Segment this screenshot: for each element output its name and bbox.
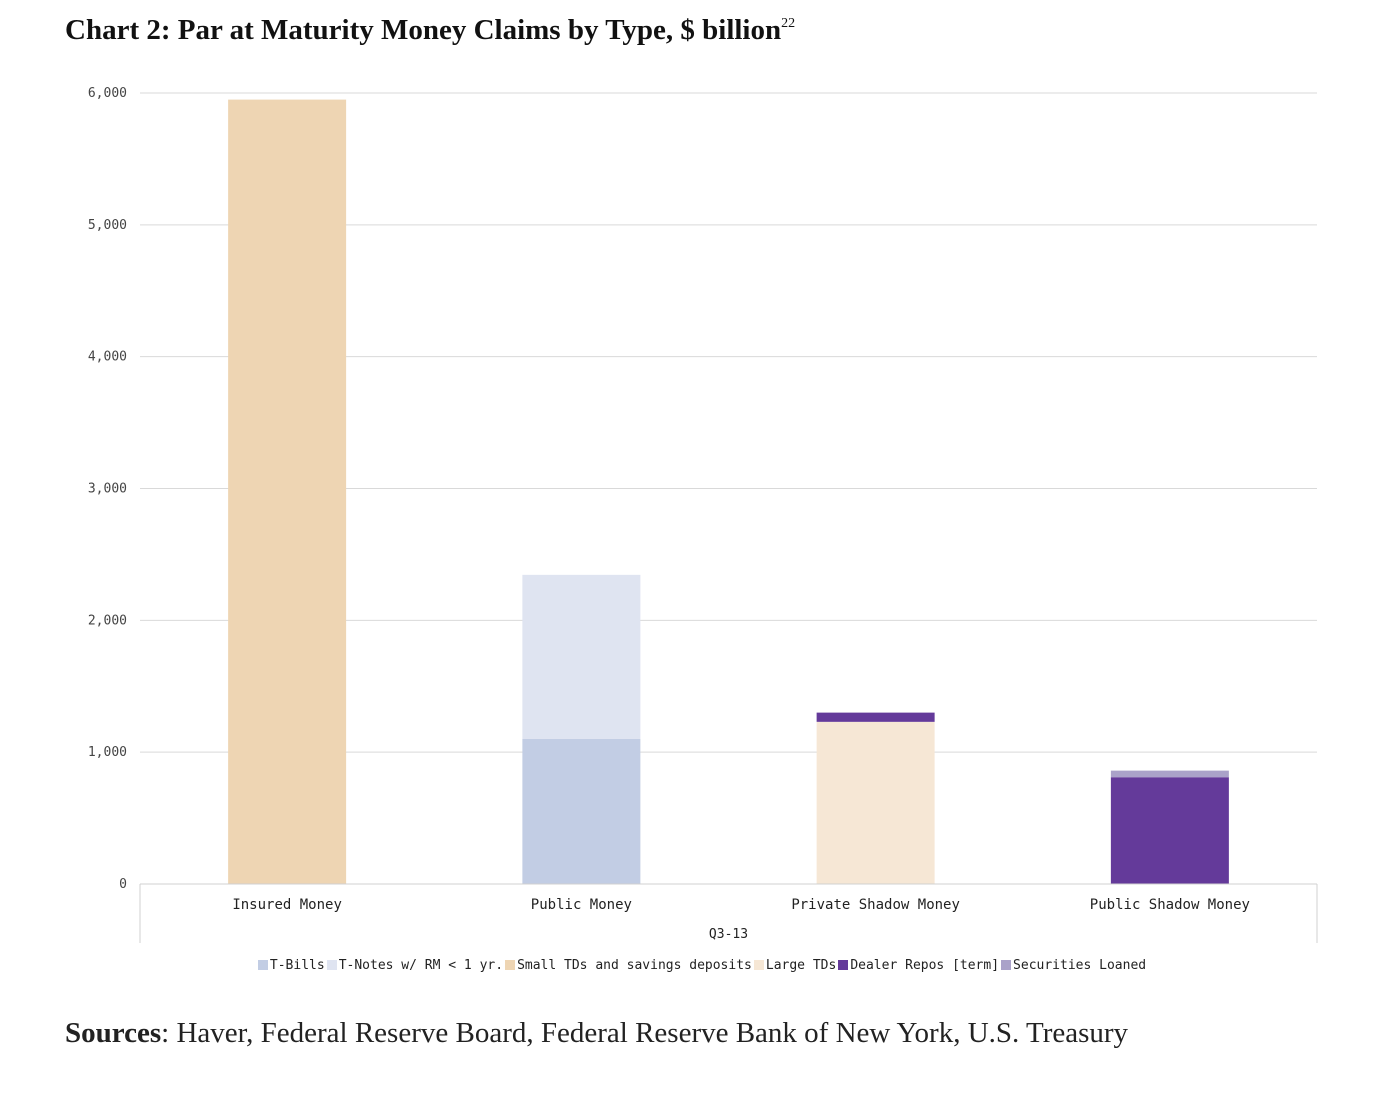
bar-segment <box>1110 777 1229 884</box>
legend-item: T-Notes w/ RM < 1 yr. <box>326 958 504 973</box>
x-axis <box>139 883 1318 943</box>
legend-swatch <box>1001 960 1012 970</box>
y-tick-label: 6,000 <box>88 86 127 101</box>
x-axis-group-label: Q3-13 <box>709 927 748 942</box>
bar-segment <box>228 99 347 884</box>
bars <box>228 99 1229 884</box>
legend-swatch <box>257 960 268 970</box>
legend-item: Securities Loaned <box>1001 958 1146 973</box>
legend-swatch <box>505 960 516 970</box>
x-category-label: Private Shadow Money <box>791 897 960 913</box>
title-footnote: 22 <box>781 16 796 31</box>
sources-text: : Haver, Federal Reserve Board, Federal … <box>161 1017 1129 1049</box>
sources-note: Sources: Haver, Federal Reserve Board, F… <box>65 1017 1128 1050</box>
legend-item: Large TDs <box>753 958 837 973</box>
y-tick-label: 1,000 <box>88 745 127 760</box>
legend-item: T-Bills <box>257 958 325 973</box>
sources-label: Sources <box>65 1017 162 1049</box>
legend-label: Dealer Repos [term] <box>850 958 1000 973</box>
bar-chart: 0 1,000 2,000 3,000 4,000 5,000 6,000 Insured … <box>88 86 1318 943</box>
y-tick-label: 0 <box>119 877 127 892</box>
y-tick-label: 5,000 <box>88 218 127 233</box>
x-axis-category-labels: Insured Money Public Money Private Shadow … <box>232 897 1250 913</box>
legend-label: Securities Loaned <box>1013 958 1147 973</box>
legend-swatch <box>326 960 337 970</box>
x-category-label: Insured Money <box>232 897 342 913</box>
bar-segment <box>1110 770 1229 778</box>
bar-segment <box>522 738 641 884</box>
x-category-label: Public Shadow Money <box>1090 897 1250 913</box>
bar-segment <box>816 712 935 722</box>
chart-legend: T-Bills T-Notes w/ RM < 1 yr. Small TDs an… <box>0 958 1373 973</box>
legend-swatch <box>838 960 849 970</box>
y-axis-tick-labels: 0 1,000 2,000 3,000 4,000 5,000 6,000 <box>88 86 127 892</box>
legend-label: T-Bills <box>269 958 325 973</box>
legend-item: Small TDs and savings deposits <box>505 958 752 973</box>
legend-label: Small TDs and savings deposits <box>517 958 752 973</box>
chart-title: Chart 2: Par at Maturity Money Claims by… <box>65 14 796 46</box>
legend-label: Large TDs <box>765 958 837 973</box>
y-tick-label: 2,000 <box>88 613 127 628</box>
legend-label: T-Notes w/ RM < 1 yr. <box>338 958 504 973</box>
legend-swatch <box>753 960 764 970</box>
bar-segment <box>816 721 935 884</box>
y-tick-label: 4,000 <box>88 350 127 365</box>
x-category-label: Public Money <box>531 897 632 913</box>
bar-segment <box>522 574 641 739</box>
y-tick-label: 3,000 <box>88 482 127 497</box>
legend-item: Dealer Repos [term] <box>838 958 999 973</box>
